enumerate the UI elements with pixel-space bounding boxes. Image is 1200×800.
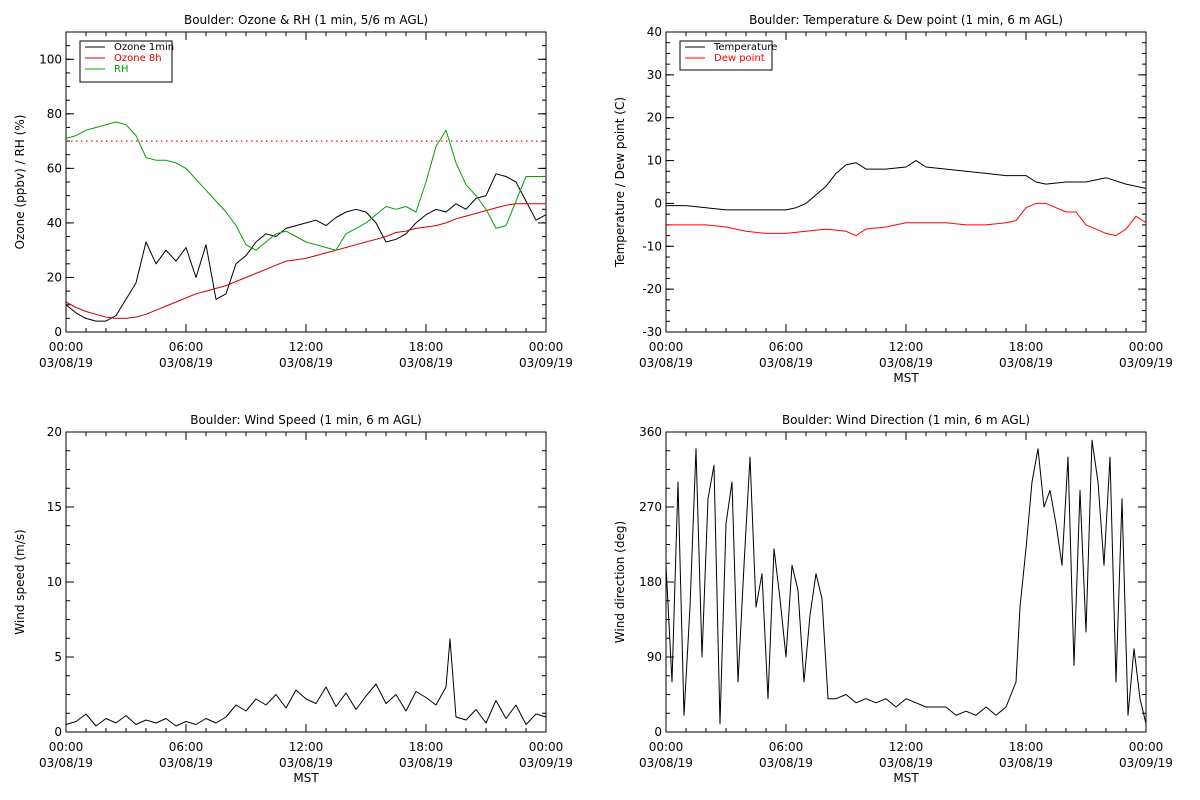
- x-axis-label: MST: [893, 371, 919, 385]
- x-tick-date-label: 03/09/19: [519, 756, 573, 770]
- series-line-data: [65, 638, 547, 727]
- x-tick-time-label: 06:00: [769, 740, 804, 754]
- legend-entry: RH: [114, 64, 128, 75]
- x-tick-date-label: 03/08/19: [879, 756, 933, 770]
- x-tick-date-label: 03/08/19: [639, 356, 693, 370]
- x-tick-time-label: 00:00: [529, 740, 564, 754]
- y-tick-label: 180: [639, 575, 662, 589]
- y-tick-label: 80: [47, 107, 62, 121]
- chart-panel-1: Boulder: Ozone & RH (1 min, 5/6 m AGL) 0 2…: [13, 13, 573, 370]
- y-tick-label: 20: [47, 270, 62, 284]
- y-tick-label: 100: [39, 52, 62, 66]
- y-axis-label: Ozone (ppbv) / RH (%): [13, 115, 27, 250]
- x-tick-time-label: 18:00: [409, 740, 444, 754]
- x-tick-time-label: 12:00: [889, 340, 924, 354]
- x-tick-date-label: 03/08/19: [999, 356, 1053, 370]
- x-tick-date-label: 03/08/19: [39, 756, 93, 770]
- y-tick-label: 10: [47, 575, 62, 589]
- legend-entry: Ozone 8h: [114, 53, 162, 64]
- plot-frame: [665, 431, 1147, 733]
- x-tick-date-label: 03/08/19: [39, 356, 93, 370]
- x-tick-time-label: 12:00: [289, 340, 324, 354]
- y-tick-label: 40: [47, 216, 62, 230]
- x-tick-time-label: 00:00: [649, 740, 684, 754]
- chart-title: Boulder: Wind Speed (1 min, 6 m AGL): [190, 413, 422, 427]
- y-tick-label: 0: [654, 196, 662, 210]
- x-tick-date-label: 03/08/19: [759, 756, 813, 770]
- x-tick-date-label: 03/08/19: [279, 356, 333, 370]
- x-tick-time-label: 12:00: [289, 740, 324, 754]
- series-line-rh: [65, 121, 546, 251]
- y-tick-label: 0: [54, 325, 62, 339]
- x-tick-time-label: 00:00: [1129, 340, 1164, 354]
- y-tick-label: 20: [47, 425, 62, 439]
- x-axis-label: MST: [293, 771, 319, 785]
- x-tick-time-label: 12:00: [889, 740, 924, 754]
- x-tick-date-label: 03/08/19: [759, 356, 813, 370]
- x-tick-time-label: 00:00: [49, 340, 84, 354]
- x-tick-time-label: 00:00: [529, 340, 564, 354]
- x-tick-date-label: 03/08/19: [279, 756, 333, 770]
- y-tick-label: 90: [647, 650, 662, 664]
- legend-entry: Ozone 1min: [114, 42, 174, 53]
- series-line-ozone-8h: [65, 203, 546, 319]
- series-line-temperature: [666, 160, 1147, 211]
- y-tick-label: 30: [647, 68, 662, 82]
- x-tick-time-label: 00:00: [1129, 740, 1164, 754]
- y-tick-label: -30: [642, 325, 662, 339]
- y-tick-label: 0: [54, 725, 62, 739]
- series-line-ozone-1min: [65, 173, 547, 322]
- series-line-dew-point: [666, 202, 1147, 237]
- x-tick-date-label: 03/08/19: [159, 356, 213, 370]
- chart-title: Boulder: Ozone & RH (1 min, 5/6 m AGL): [184, 13, 428, 27]
- y-axis-label: Temperature / Dew point (C): [613, 97, 627, 268]
- y-tick-label: -10: [642, 239, 662, 253]
- y-axis-label: Wind direction (deg): [613, 521, 627, 643]
- y-tick-label: 270: [639, 500, 662, 514]
- x-tick-date-label: 03/08/19: [639, 756, 693, 770]
- chart-title: Boulder: Wind Direction (1 min, 6 m AGL): [782, 413, 1030, 427]
- x-tick-date-label: 03/09/19: [1119, 356, 1173, 370]
- x-tick-time-label: 06:00: [169, 340, 204, 354]
- x-tick-date-label: 03/08/19: [999, 756, 1053, 770]
- y-tick-label: 20: [647, 111, 662, 125]
- x-tick-time-label: 06:00: [169, 740, 204, 754]
- x-tick-date-label: 03/09/19: [1119, 756, 1173, 770]
- x-tick-date-label: 03/08/19: [879, 356, 933, 370]
- legend-entry: Dew point: [714, 53, 765, 64]
- y-tick-label: -20: [642, 282, 662, 296]
- y-tick-label: 360: [639, 425, 662, 439]
- x-tick-time-label: 18:00: [409, 340, 444, 354]
- x-tick-date-label: 03/09/19: [519, 356, 573, 370]
- plot-frame: [65, 431, 547, 733]
- chart-panel-2: Boulder: Temperature & Dew point (1 min,…: [613, 13, 1173, 385]
- legend-entry: Temperature: [713, 42, 777, 53]
- x-tick-date-label: 03/08/19: [159, 756, 213, 770]
- y-tick-label: 60: [47, 161, 62, 175]
- y-tick-label: 40: [647, 25, 662, 39]
- x-axis-label: MST: [893, 771, 919, 785]
- x-tick-time-label: 00:00: [49, 740, 84, 754]
- y-tick-label: 10: [647, 154, 662, 168]
- x-tick-date-label: 03/08/19: [399, 756, 453, 770]
- chart-title: Boulder: Temperature & Dew point (1 min,…: [749, 13, 1063, 27]
- y-tick-label: 0: [654, 725, 662, 739]
- legend: [679, 40, 773, 71]
- series-line-data: [665, 439, 1147, 725]
- y-tick-label: 15: [47, 500, 62, 514]
- legend: [79, 40, 173, 83]
- chart-panel-3: Boulder: Wind Speed (1 min, 6 m AGL) 0 5 10…: [13, 413, 573, 785]
- x-tick-time-label: 06:00: [769, 340, 804, 354]
- x-tick-time-label: 00:00: [649, 340, 684, 354]
- y-tick-label: 5: [54, 650, 62, 664]
- x-tick-time-label: 18:00: [1009, 340, 1044, 354]
- x-tick-time-label: 18:00: [1009, 740, 1044, 754]
- x-tick-date-label: 03/08/19: [399, 356, 453, 370]
- y-axis-label: Wind speed (m/s): [13, 529, 27, 634]
- chart-panel-4: Boulder: Wind Direction (1 min, 6 m AGL)…: [613, 413, 1173, 785]
